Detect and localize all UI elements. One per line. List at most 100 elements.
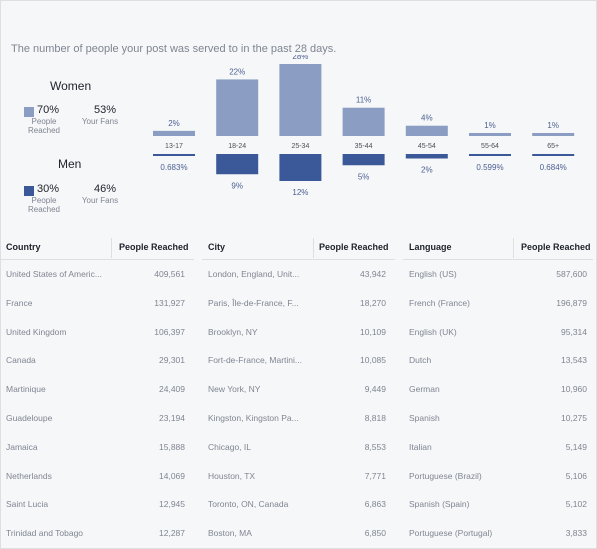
people-reached-column-header[interactable]: People Reached — [521, 242, 591, 252]
table-row: Toronto, ON, Canada 6,863 — [202, 490, 395, 519]
table-header: Country People Reached — [0, 236, 194, 260]
women-fans-pct: 53% — [94, 104, 117, 116]
women-reached-label: People Reached — [24, 117, 64, 135]
row-name: London, England, Unit... — [208, 269, 300, 279]
row-name: Kingston, Kingston Pa... — [208, 412, 299, 423]
women-bar-label: 1% — [484, 121, 496, 130]
women-bar-label: 2% — [168, 119, 180, 128]
row-name: English (UK) — [409, 326, 457, 337]
row-name: Trinidad and Tobago — [6, 528, 84, 539]
table-row: Netherlands 14,069 — [0, 462, 194, 491]
table-row: Spanish 10,275 — [403, 404, 593, 433]
subtitle: The number of people your post was serve… — [11, 43, 337, 55]
men-legend-title: Men — [58, 157, 82, 171]
table-row: French (France) 196,879 — [403, 289, 593, 318]
row-value: 409,561 — [154, 269, 185, 279]
women-bar — [532, 133, 575, 136]
table-row: Spanish (Spain) 5,102 — [403, 490, 593, 519]
row-name: Toronto, ON, Canada — [208, 499, 289, 510]
row-value: 196,879 — [556, 297, 587, 308]
table-row: Fort-de-France, Martini... 10,085 — [202, 346, 395, 375]
row-name: Guadeloupe — [6, 412, 53, 423]
table-header: Language People Reached — [403, 236, 593, 260]
row-value: 14,069 — [159, 470, 185, 481]
country-table: Country People Reached United States of … — [0, 236, 194, 548]
men-bar — [342, 154, 385, 166]
women-reached-label-line1: People — [31, 117, 57, 126]
table-body: London, England, Unit... 43,942 Paris, Île… — [202, 260, 395, 548]
country-column-header[interactable]: Country — [6, 242, 41, 252]
men-reached-label: People Reached — [24, 196, 64, 214]
men-bar-label: 5% — [358, 172, 370, 181]
people-reached-column-header[interactable]: People Reached — [319, 242, 389, 252]
age-category-label: 25-34 — [291, 143, 309, 150]
men-reached-pct: 30% — [37, 183, 60, 195]
row-value: 10,085 — [360, 355, 386, 366]
men-bar-label: 9% — [231, 181, 243, 190]
row-value: 6,850 — [364, 528, 386, 539]
column-divider — [111, 238, 112, 258]
table-row: English (UK) 95,314 — [403, 318, 593, 347]
row-value: 10,960 — [561, 384, 587, 395]
row-value: 18,270 — [360, 297, 386, 308]
row-value: 5,149 — [565, 441, 587, 452]
men-bar — [153, 154, 195, 156]
men-bar — [469, 154, 511, 156]
row-name: Fort-de-France, Martini... — [208, 355, 302, 366]
row-value: 587,600 — [556, 269, 587, 279]
men-bar — [532, 154, 575, 156]
row-value: 3,833 — [565, 528, 587, 539]
table-row: Paris, Île-de-France, F... 18,270 — [202, 289, 395, 318]
women-swatch — [24, 107, 34, 117]
row-name: Saint Lucia — [6, 499, 49, 510]
row-name: French (France) — [409, 297, 470, 308]
age-gender-chart: 2% 13-17 0.683% 22% 18-24 9% 28% 25-34 12% 11% 35-… — [153, 55, 575, 197]
women-bar — [469, 133, 511, 136]
row-name: Spanish — [409, 412, 440, 423]
row-value: 5,102 — [565, 499, 587, 510]
row-value: 131,927 — [154, 297, 185, 308]
table-row: London, England, Unit... 43,942 — [202, 260, 395, 289]
row-value: 5,106 — [565, 470, 587, 481]
language-column-header[interactable]: Language — [409, 242, 452, 252]
table-row: Canada 29,301 — [0, 346, 194, 375]
women-bar-label: 1% — [547, 121, 559, 130]
table-row: English (US) 587,600 — [403, 260, 593, 289]
row-name: Brooklyn, NY — [208, 326, 258, 337]
table-row: Brooklyn, NY 10,109 — [202, 318, 395, 347]
men-fans-label: Your Fans — [81, 196, 119, 205]
men-bar-label: 0.683% — [160, 163, 187, 172]
women-fans-label: Your Fans — [81, 117, 119, 126]
table-row: German 10,960 — [403, 375, 593, 404]
row-value: 24,409 — [159, 384, 185, 395]
table-row: New York, NY 9,449 — [202, 375, 395, 404]
women-bar — [342, 107, 385, 136]
city-table: City People Reached London, England, Uni… — [202, 236, 395, 548]
people-reached-column-header[interactable]: People Reached — [119, 242, 189, 252]
row-value: 95,314 — [561, 326, 587, 337]
men-bar-label: 12% — [292, 188, 308, 197]
language-table: Language People Reached English (US) 587,… — [403, 236, 593, 548]
men-bar — [405, 154, 448, 159]
row-value: 29,301 — [159, 355, 185, 366]
row-name: Paris, Île-de-France, F... — [208, 297, 299, 308]
table-body: English (US) 587,600 French (France) 196,87… — [403, 260, 593, 548]
table-row: Trinidad and Tobago 12,287 — [0, 519, 194, 548]
table-header: City People Reached — [202, 236, 395, 260]
table-row: Martinique 24,409 — [0, 375, 194, 404]
women-bar-label: 4% — [421, 114, 433, 123]
men-bar — [279, 154, 322, 181]
row-name: United States of Americ... — [6, 269, 102, 279]
women-reached-pct: 70% — [37, 104, 60, 116]
row-name: Canada — [6, 355, 36, 366]
row-name: France — [6, 297, 33, 308]
row-value: 9,449 — [364, 384, 386, 395]
city-column-header[interactable]: City — [208, 242, 226, 252]
row-name: Houston, TX — [208, 470, 256, 481]
table-row: France 131,927 — [0, 289, 194, 318]
row-value: 10,275 — [561, 412, 587, 423]
row-name: Dutch — [409, 355, 432, 366]
table-row: Guadeloupe 23,194 — [0, 404, 194, 433]
table-row: Boston, MA 6,850 — [202, 519, 395, 548]
women-bar-label: 28% — [292, 55, 308, 61]
